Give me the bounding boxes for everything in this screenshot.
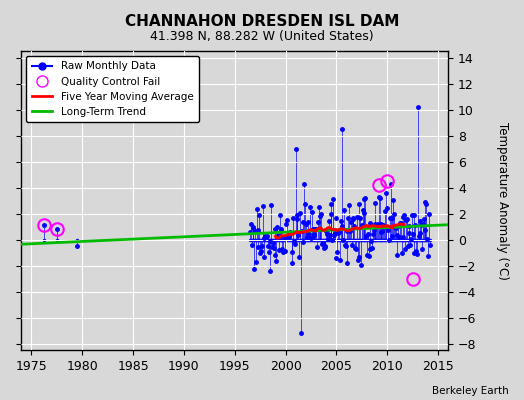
- Y-axis label: Temperature Anomaly (°C): Temperature Anomaly (°C): [496, 122, 509, 280]
- Text: Berkeley Earth: Berkeley Earth: [432, 386, 508, 396]
- Text: CHANNAHON DRESDEN ISL DAM: CHANNAHON DRESDEN ISL DAM: [125, 14, 399, 29]
- Text: 41.398 N, 88.282 W (United States): 41.398 N, 88.282 W (United States): [150, 30, 374, 43]
- Legend: Raw Monthly Data, Quality Control Fail, Five Year Moving Average, Long-Term Tren: Raw Monthly Data, Quality Control Fail, …: [26, 56, 199, 122]
